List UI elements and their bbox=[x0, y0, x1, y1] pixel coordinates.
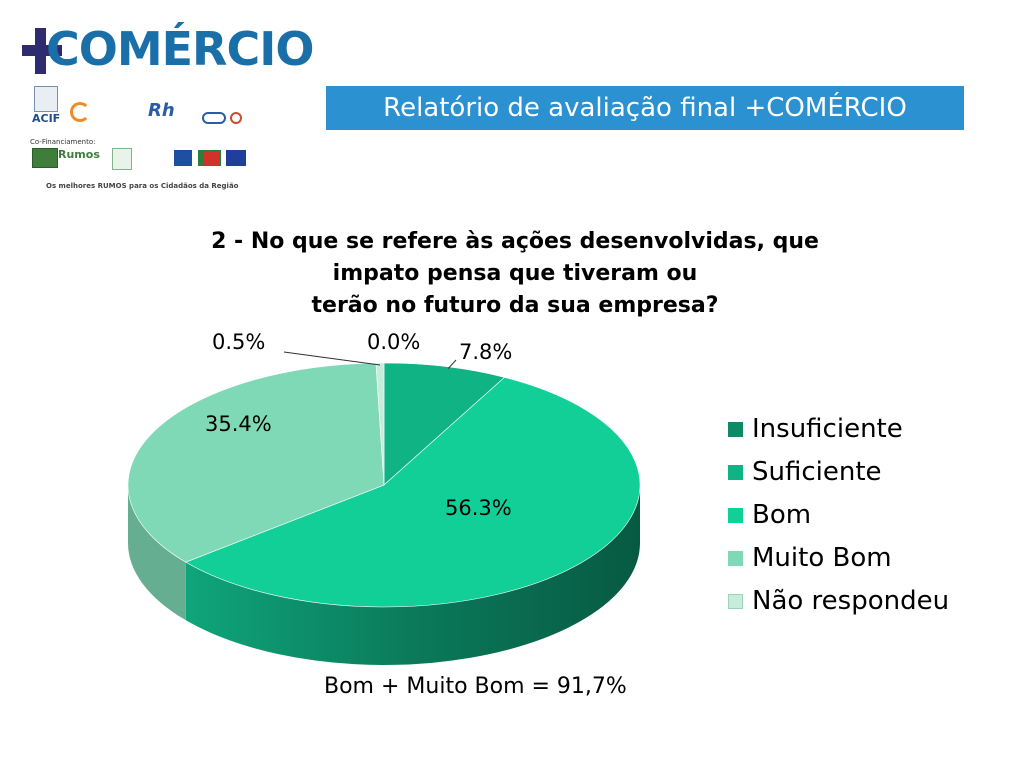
rumos-label: Rumos bbox=[58, 148, 100, 161]
slice-bom-side bbox=[185, 485, 640, 665]
data-label-insuficiente: 0.0% bbox=[367, 330, 421, 354]
data-label-bom: 56.3% bbox=[445, 496, 512, 520]
leader-line-suficiente bbox=[447, 359, 457, 369]
slice-suficiente bbox=[383, 362, 506, 486]
eu-flag-icon bbox=[226, 150, 246, 166]
legend-label: Muito Bom bbox=[752, 543, 892, 573]
acif-label: ACIF bbox=[32, 112, 61, 125]
portugal-flag-icon bbox=[198, 150, 221, 166]
ecem-logo-icon bbox=[202, 112, 226, 124]
leader-line-no-answer bbox=[283, 351, 381, 366]
ccif-logo-icon bbox=[70, 102, 90, 122]
legend-label: Bom bbox=[752, 500, 812, 530]
chart-title-line: impato pensa que tiveram ou bbox=[332, 261, 698, 286]
rh-mais-logo-icon: Rh bbox=[148, 100, 175, 121]
legend-swatch bbox=[728, 422, 743, 437]
plus-icon bbox=[22, 28, 62, 74]
legend-swatch bbox=[728, 465, 743, 480]
rumos-logo-icon bbox=[32, 148, 58, 168]
logo-text: COMÉRCIO bbox=[46, 22, 314, 76]
data-label-suficiente: 7.8% bbox=[459, 340, 513, 364]
legend-label: Suficiente bbox=[752, 457, 882, 487]
chart-title-line: 2 - No que se refere às ações desenvolvi… bbox=[211, 229, 819, 254]
cofinanciamento-label: Co-Financiamento: bbox=[30, 138, 96, 146]
report-title-banner: Relatório de avaliação final +COMÉRCIO bbox=[326, 86, 964, 130]
chart-title: 2 - No que se refere às ações desenvolvi… bbox=[130, 226, 900, 322]
legend-swatch bbox=[728, 508, 743, 523]
comercio-logo: COMÉRCIO bbox=[22, 22, 314, 78]
summary-annotation: Bom + Muito Bom = 91,7% bbox=[324, 674, 627, 699]
acif-crest-icon bbox=[34, 86, 58, 112]
chart-title-line: terão no futuro da sua empresa? bbox=[311, 293, 719, 318]
madeira-flag-icon bbox=[174, 150, 192, 166]
slice-nao-respondeu bbox=[375, 362, 385, 486]
legend-label: Não respondeu bbox=[752, 586, 950, 616]
legend-swatch bbox=[728, 551, 743, 566]
slice-bom bbox=[185, 377, 641, 608]
legend-label: Insuficiente bbox=[752, 414, 903, 444]
slice-muito-bom-side bbox=[128, 485, 186, 621]
ecem-mark-icon bbox=[230, 112, 242, 124]
partners-tagline: Os melhores RUMOS para os Cidadãos da Re… bbox=[46, 182, 239, 190]
partner-logos: ACIF Rh Co-Financiamento: Rumos Os melho… bbox=[30, 86, 260, 196]
legend-swatch bbox=[728, 594, 743, 609]
qren-logo-icon bbox=[112, 148, 132, 170]
data-label-muito-bom: 35.4% bbox=[205, 412, 272, 436]
slice-muito-bom bbox=[127, 362, 385, 563]
data-label-no-answer: 0.5% bbox=[212, 330, 266, 354]
